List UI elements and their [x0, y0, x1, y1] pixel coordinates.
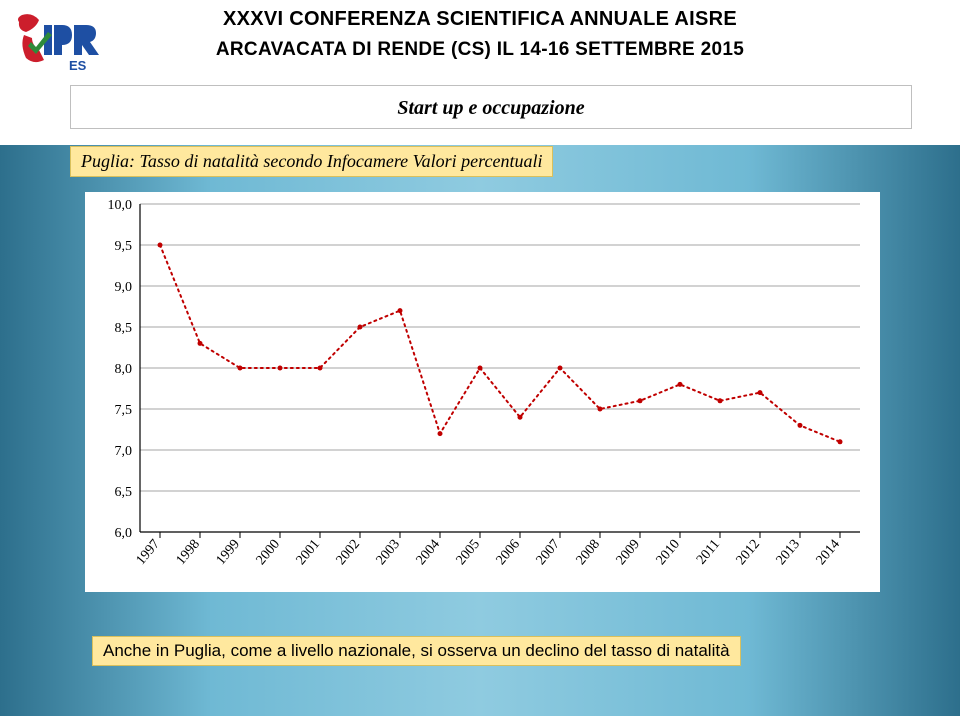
svg-text:2007: 2007	[534, 537, 563, 568]
header-line2: ARCAVACATA DI RENDE (CS) IL 14-16 SETTEM…	[0, 39, 960, 61]
footer-text: Anche in Puglia, come a livello nazional…	[103, 641, 730, 660]
svg-text:2002: 2002	[334, 537, 363, 568]
footer-bar: Anche in Puglia, come a livello nazional…	[92, 636, 741, 666]
header-line1: XXXVI CONFERENZA SCIENTIFICA ANNUALE AIS…	[0, 8, 960, 31]
svg-text:2009: 2009	[614, 537, 643, 568]
svg-text:10,0: 10,0	[108, 198, 133, 213]
subtitle-text: Puglia: Tasso di natalità secondo Infoca…	[81, 151, 542, 171]
header-text: XXXVI CONFERENZA SCIENTIFICA ANNUALE AIS…	[0, 8, 960, 61]
svg-text:2005: 2005	[454, 537, 483, 568]
svg-text:1999: 1999	[214, 537, 243, 568]
svg-text:2010: 2010	[654, 537, 683, 568]
svg-text:2003: 2003	[374, 537, 403, 568]
svg-text:6,0: 6,0	[115, 526, 133, 541]
svg-text:8,5: 8,5	[115, 321, 133, 336]
svg-text:2001: 2001	[294, 537, 323, 568]
svg-text:1998: 1998	[174, 537, 203, 568]
chart-area: 10,0 9,5 9,0 8,5 8,0 7,5 7,0 6,5 6,01997 1998 1999…	[85, 192, 880, 592]
svg-text:9,5: 9,5	[115, 239, 133, 254]
svg-text:2012: 2012	[734, 537, 763, 568]
svg-text:2008: 2008	[574, 537, 603, 568]
svg-text:8,0: 8,0	[115, 362, 133, 377]
svg-text:7,5: 7,5	[115, 403, 133, 418]
svg-text:2006: 2006	[494, 537, 523, 568]
svg-text:9,0: 9,0	[115, 280, 133, 295]
svg-text:1997: 1997	[134, 537, 163, 568]
svg-text:2004: 2004	[414, 537, 443, 568]
title-bar: Start up e occupazione	[70, 85, 912, 129]
svg-text:2011: 2011	[694, 537, 723, 568]
svg-text:2000: 2000	[254, 537, 283, 568]
svg-text:6,5: 6,5	[115, 485, 133, 500]
svg-text:7,0: 7,0	[115, 444, 133, 459]
title-text: Start up e occupazione	[397, 97, 584, 119]
subtitle-bar: Puglia: Tasso di natalità secondo Infoca…	[70, 146, 553, 177]
svg-text:2014: 2014	[814, 537, 843, 568]
line-chart: 10,0 9,5 9,0 8,5 8,0 7,5 7,0 6,5 6,01997 1998 1999…	[85, 192, 880, 592]
svg-text:2013: 2013	[774, 537, 803, 568]
